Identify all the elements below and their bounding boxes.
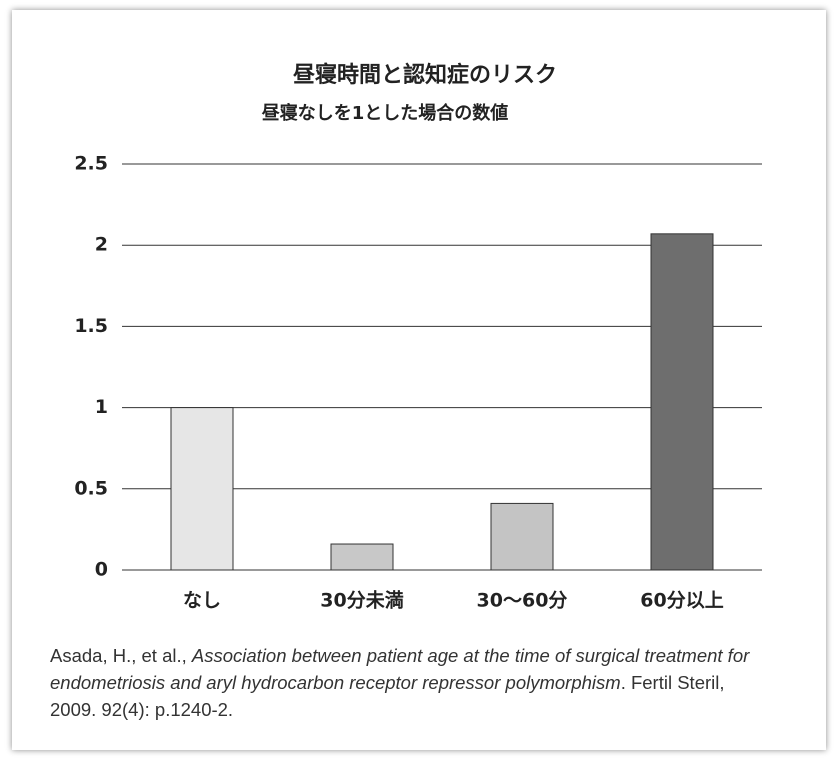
- citation-title: Association between patient age at the t…: [50, 645, 750, 693]
- y-tick-label: 2: [95, 234, 108, 256]
- bar: [170, 407, 234, 571]
- x-tick-label: なし: [183, 590, 221, 612]
- citation: Asada, H., et al., Association between p…: [50, 642, 750, 723]
- citation-authors: Asada, H., et al.,: [50, 645, 192, 666]
- chart-title: 昼寝時間と認知症のリスク: [293, 62, 557, 88]
- chart: 昼寝時間と認知症のリスク 昼寝なしを1とした場合の数値 0 0.5 1 1.5 2 2.5…: [74, 62, 762, 612]
- x-tick-label: 30〜60分: [477, 590, 568, 612]
- y-tick-label: 1: [95, 396, 108, 418]
- y-tick-label: 0.5: [74, 477, 108, 499]
- x-tick-label: 30分未満: [320, 589, 403, 612]
- bar: [650, 233, 714, 571]
- y-tick-label: 0: [95, 559, 108, 581]
- y-tick-label: 2.5: [74, 153, 108, 175]
- y-tick-label: 1.5: [74, 315, 108, 337]
- bar: [490, 502, 554, 571]
- x-tick-label: 60分以上: [640, 590, 723, 612]
- citation-rest: . Fertil Steril, 2009. 92(4): p.1240-2.: [50, 672, 725, 720]
- chart-subtitle: 昼寝なしを1とした場合の数値: [262, 102, 509, 124]
- bar: [330, 543, 394, 571]
